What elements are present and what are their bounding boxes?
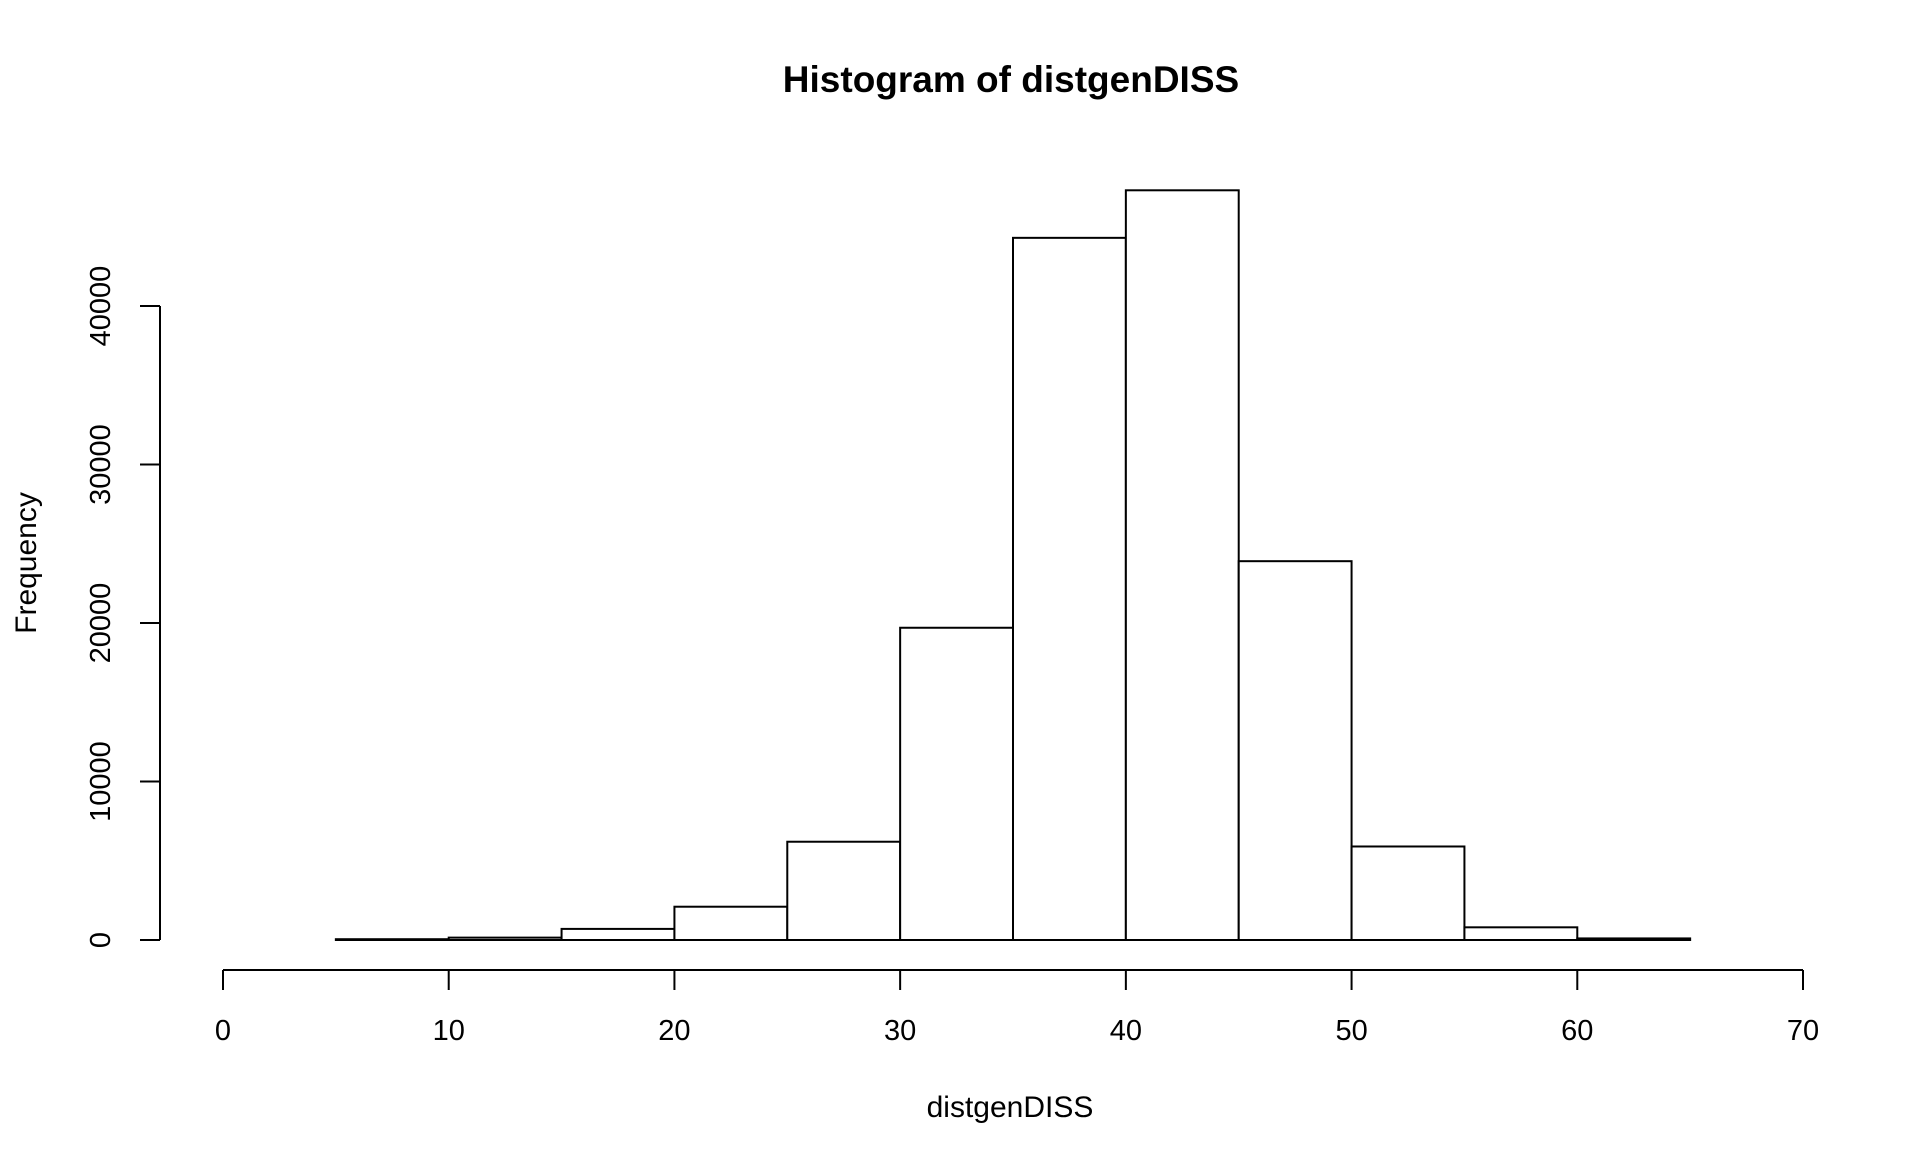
histogram-bar	[1237, 560, 1353, 941]
histogram-bar	[1576, 937, 1692, 941]
histogram-bar	[1124, 189, 1240, 942]
histogram-bar	[334, 938, 450, 942]
x-tick-label: 40	[1110, 1015, 1142, 1047]
histogram-bar	[560, 927, 676, 942]
x-tick-label: 10	[433, 1015, 465, 1047]
y-tick-label: 10000	[85, 741, 117, 822]
x-tick-label: 70	[1787, 1015, 1819, 1047]
bars-group	[334, 189, 1692, 942]
x-tick-label: 20	[658, 1015, 690, 1047]
x-tick-label: 60	[1561, 1015, 1593, 1047]
histogram-bar	[447, 936, 563, 941]
x-axis-label: distgenDISS	[927, 1091, 1094, 1124]
histogram-bar	[1012, 236, 1127, 942]
histogram-bar	[1463, 926, 1579, 942]
y-axis: 0 10000 20000 30000 40000	[85, 266, 161, 948]
histogram-bar	[673, 905, 789, 942]
y-tick-label: 30000	[85, 424, 117, 505]
chart-title: Histogram of distgenDISS	[783, 59, 1239, 100]
y-tick-label: 40000	[85, 266, 117, 347]
y-tick-label: 20000	[85, 583, 117, 664]
y-tick-label: 0	[85, 932, 117, 948]
x-tick-label: 30	[884, 1015, 916, 1047]
histogram-bar	[786, 840, 902, 941]
y-axis-label: Frequency	[10, 492, 43, 634]
x-tick-label: 50	[1335, 1015, 1367, 1047]
histogram-bar	[1350, 845, 1466, 941]
x-tick-label: 0	[215, 1015, 231, 1047]
x-axis: 0 10 20 30 40 50 60 70	[215, 969, 1819, 1047]
histogram-bar	[899, 626, 1015, 941]
